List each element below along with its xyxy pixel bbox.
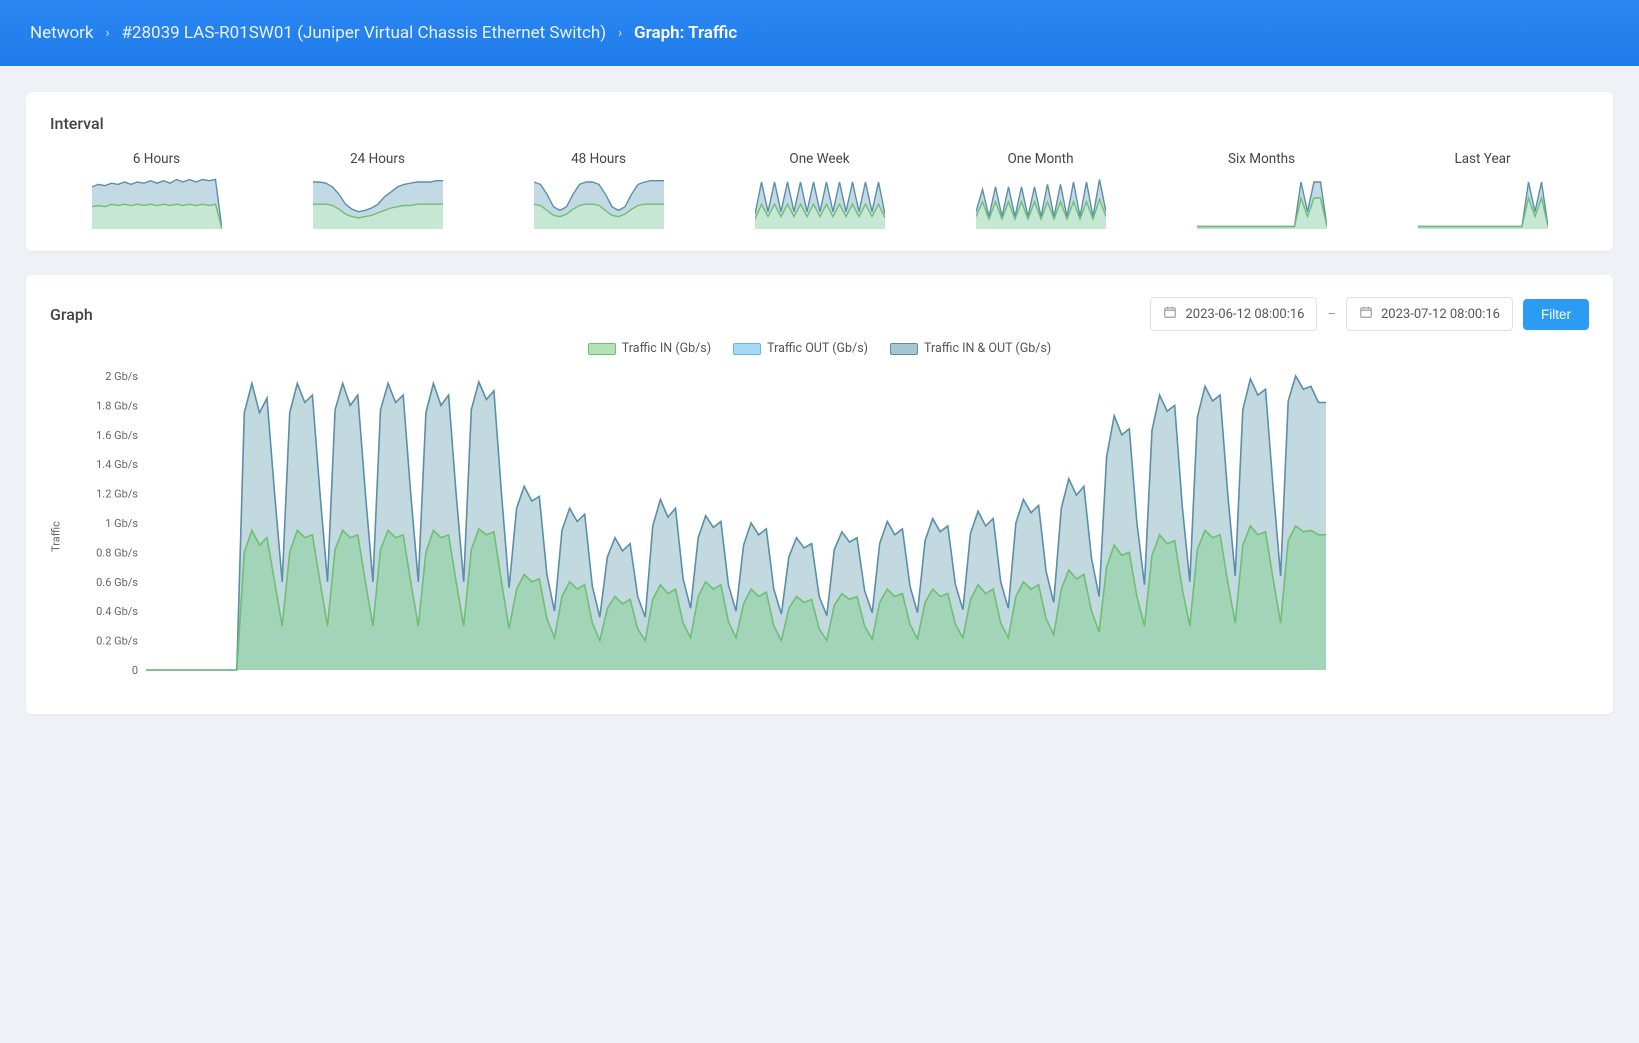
y-tick-label: 2 Gb/s [105, 370, 138, 383]
breadcrumb-sep-icon: › [106, 26, 110, 41]
interval-row: 6 Hours 24 Hours 48 Hours One Week [50, 151, 1589, 229]
interval-card: Interval 6 Hours 24 Hours 48 Hours One W… [26, 92, 1613, 251]
interval-sparkline [755, 177, 885, 229]
date-separator: – [1327, 307, 1336, 322]
interval-label: One Week [713, 151, 926, 167]
y-tick-label: 0.4 Gb/s [96, 605, 138, 618]
legend-item[interactable]: Traffic OUT (Gb/s) [733, 341, 868, 356]
y-tick-label: 0.8 Gb/s [96, 546, 138, 559]
legend-swatch [588, 343, 616, 355]
y-tick-label: 0.2 Gb/s [96, 635, 138, 648]
interval-option[interactable]: Six Months [1155, 151, 1368, 229]
date-from-input[interactable]: 2023-06-12 08:00:16 [1150, 297, 1317, 331]
filter-button[interactable]: Filter [1523, 299, 1589, 330]
interval-sparkline [313, 177, 443, 229]
interval-label: 6 Hours [50, 151, 263, 167]
interval-option[interactable]: 48 Hours [492, 151, 705, 229]
interval-label: Six Months [1155, 151, 1368, 167]
interval-sparkline [534, 177, 664, 229]
y-tick-label: 1.6 Gb/s [96, 429, 138, 442]
y-tick-label: 0 [132, 664, 138, 677]
page-body: Interval 6 Hours 24 Hours 48 Hours One W… [0, 66, 1639, 764]
interval-option[interactable]: One Month [934, 151, 1147, 229]
legend-swatch [733, 343, 761, 355]
y-tick-label: 1.8 Gb/s [96, 399, 138, 412]
interval-label: 24 Hours [271, 151, 484, 167]
calendar-icon [1359, 305, 1373, 323]
breadcrumb-device[interactable]: #28039 LAS-R01SW01 (Juniper Virtual Chas… [121, 23, 606, 43]
legend-item[interactable]: Traffic IN (Gb/s) [588, 341, 711, 356]
date-controls: 2023-06-12 08:00:16 – 2023-07-12 08:00:1… [1150, 297, 1589, 331]
date-to-value: 2023-07-12 08:00:16 [1381, 307, 1500, 322]
interval-label: One Month [934, 151, 1147, 167]
interval-option[interactable]: 6 Hours [50, 151, 263, 229]
interval-title: Interval [50, 114, 1589, 133]
graph-card: Graph 2023-06-12 08:00:16 – 2023-07-12 0… [26, 275, 1613, 714]
y-tick-label: 0.6 Gb/s [96, 576, 138, 589]
graph-title: Graph [50, 305, 93, 324]
legend-item[interactable]: Traffic IN & OUT (Gb/s) [890, 341, 1051, 356]
date-to-input[interactable]: 2023-07-12 08:00:16 [1346, 297, 1513, 331]
legend-label: Traffic IN & OUT (Gb/s) [924, 341, 1051, 356]
date-from-value: 2023-06-12 08:00:16 [1185, 307, 1304, 322]
legend-swatch [890, 343, 918, 355]
traffic-chart: 0 0.2 Gb/s 0.4 Gb/s 0.6 Gb/s 0.8 Gb/s 1 Gb/s 1… [90, 368, 1330, 688]
interval-label: Last Year [1376, 151, 1589, 167]
y-tick-label: 1.4 Gb/s [96, 458, 138, 471]
calendar-icon [1163, 305, 1177, 323]
legend-label: Traffic IN (Gb/s) [622, 341, 711, 356]
interval-option[interactable]: One Week [713, 151, 926, 229]
interval-sparkline [1418, 177, 1548, 229]
interval-option[interactable]: Last Year [1376, 151, 1589, 229]
legend-label: Traffic OUT (Gb/s) [767, 341, 868, 356]
y-tick-label: 1.2 Gb/s [96, 488, 138, 501]
breadcrumb-sep-icon: › [618, 26, 622, 41]
page-header: Network › #28039 LAS-R01SW01 (Juniper Vi… [0, 0, 1639, 66]
breadcrumb-current: Graph: Traffic [634, 23, 737, 43]
interval-sparkline [92, 177, 222, 229]
interval-sparkline [1197, 177, 1327, 229]
y-axis-label: Traffic [50, 521, 63, 552]
breadcrumb-network[interactable]: Network [30, 23, 94, 43]
chart-area: Traffic 0 0.2 Gb/s 0.4 Gb/s 0.6 Gb/s 0.8 Gb/… [50, 368, 1589, 692]
interval-option[interactable]: 24 Hours [271, 151, 484, 229]
interval-label: 48 Hours [492, 151, 705, 167]
y-tick-label: 1 Gb/s [105, 517, 138, 530]
interval-sparkline [976, 177, 1106, 229]
chart-legend: Traffic IN (Gb/s) Traffic OUT (Gb/s) Tra… [50, 341, 1589, 356]
